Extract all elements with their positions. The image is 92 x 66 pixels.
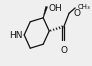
Polygon shape	[43, 6, 48, 18]
Text: HN: HN	[9, 31, 23, 40]
Text: CH₃: CH₃	[78, 4, 91, 10]
Text: O: O	[73, 9, 80, 18]
Text: O: O	[60, 46, 67, 55]
Text: OH: OH	[48, 4, 62, 13]
